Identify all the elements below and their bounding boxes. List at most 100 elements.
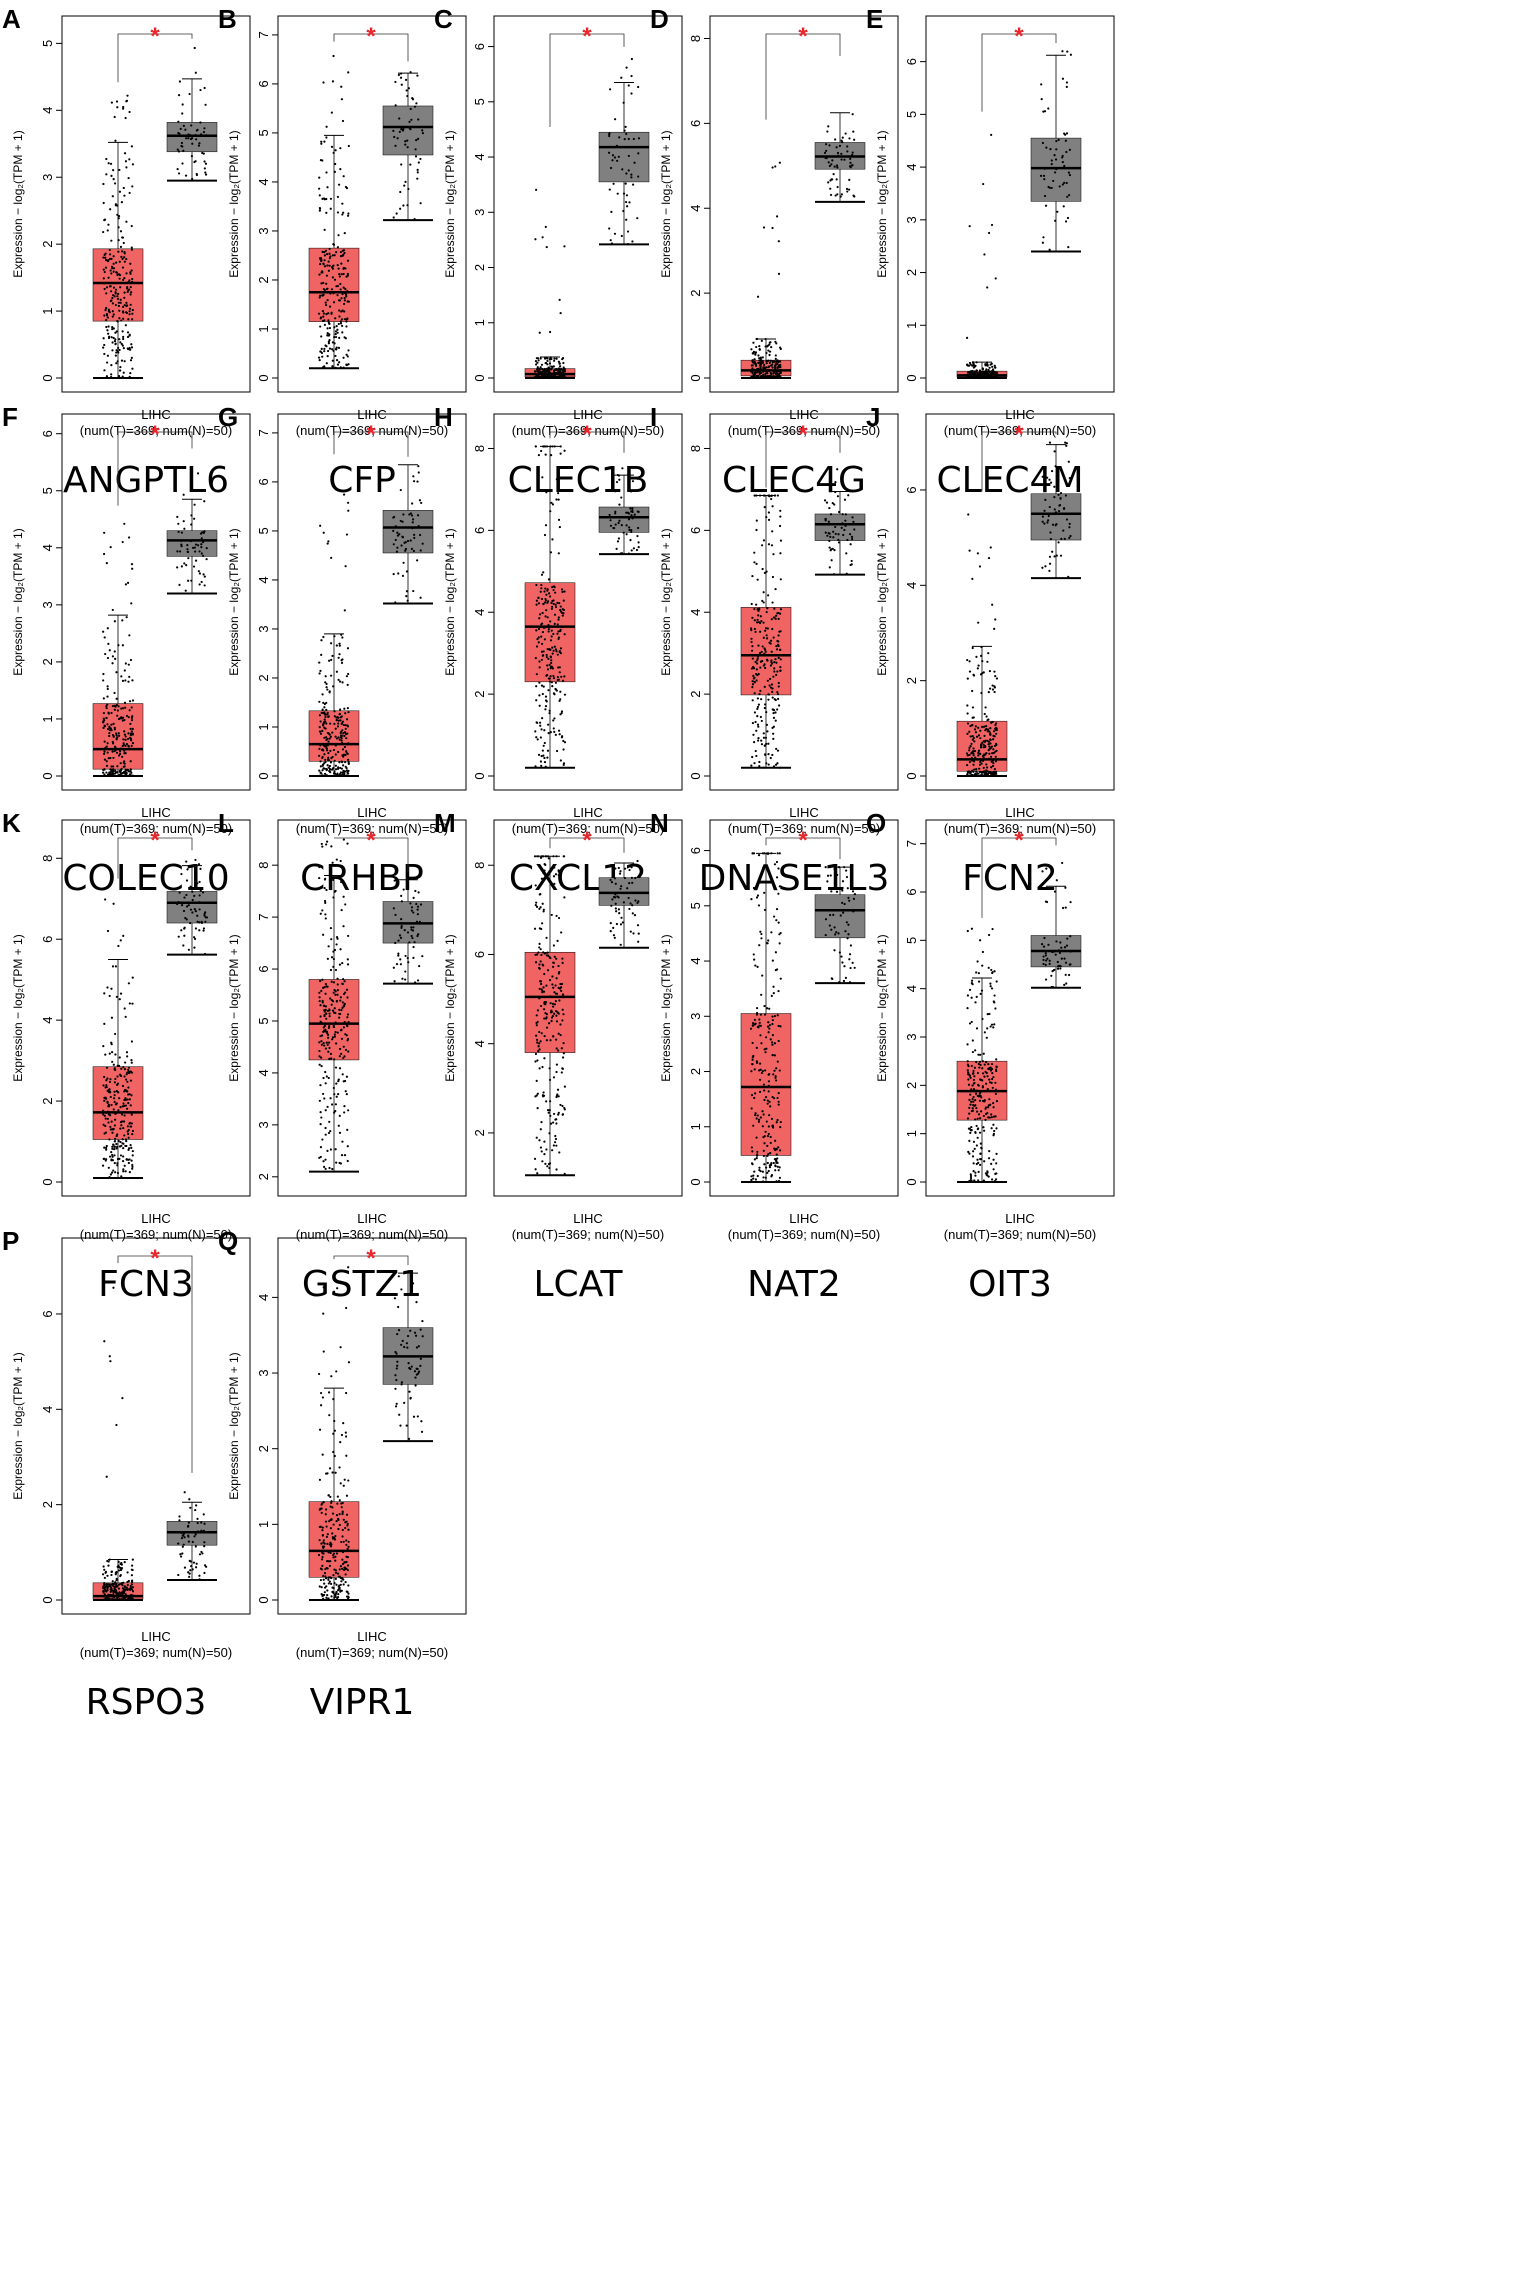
data-point [417,933,420,936]
data-point [750,1093,754,1097]
data-point [762,494,765,497]
data-point [545,700,548,703]
data-point [554,999,557,1003]
data-point [547,366,550,369]
data-point [107,712,110,715]
data-point [836,909,839,912]
data-point [767,543,771,546]
data-point [555,1070,558,1074]
data-point [326,186,329,189]
data-point [129,1144,132,1147]
data-point [835,931,838,934]
data-point [749,1027,753,1030]
data-point [344,903,347,906]
data-point [123,291,126,294]
data-point [131,1132,134,1136]
data-point [547,723,550,726]
data-point [177,93,181,97]
data-point [337,1092,340,1096]
data-point [990,223,994,227]
data-point [543,1034,546,1038]
data-point [1062,507,1066,511]
data-point [561,374,564,378]
data-point [392,966,395,969]
data-point [609,519,612,522]
data-point [543,1001,546,1004]
data-point [557,498,560,501]
data-point [129,738,133,741]
data-point [540,650,544,653]
data-point [541,1095,545,1098]
data-point [324,681,327,684]
data-point [105,157,108,161]
jitter-points [392,879,424,984]
y-tick-label: 7 [256,429,271,436]
data-point [545,1100,548,1103]
data-point [977,726,980,729]
data-point [775,648,779,651]
data-point [550,661,553,664]
data-point [844,519,847,522]
data-point [180,531,183,534]
data-point [413,941,416,944]
data-point [195,172,198,176]
data-point [848,981,852,984]
data-point [187,948,190,951]
data-point [336,363,340,366]
data-point [751,352,755,355]
data-point [753,1170,756,1173]
data-point [615,144,619,148]
data-point [186,548,189,551]
data-point [342,1026,346,1029]
tumor-box-group [92,94,144,379]
data-point [102,268,105,271]
data-point [103,1075,106,1079]
data-point [622,192,626,195]
data-point [834,933,837,936]
data-point [754,1112,757,1115]
data-point [334,149,337,152]
data-point [775,1153,778,1156]
data-point [325,211,328,214]
data-point [128,1098,131,1101]
data-point [321,755,324,759]
data-point [758,1021,761,1024]
data-point [328,733,331,736]
data-point [542,908,545,911]
data-point [116,765,119,768]
data-point [560,989,563,993]
data-point [340,1028,343,1031]
data-point [988,733,992,736]
data-point [130,563,134,566]
data-point [975,361,978,364]
data-point [106,229,109,232]
data-point [538,331,541,334]
data-point [534,363,538,366]
data-point [535,1014,538,1017]
data-point [973,774,976,777]
data-point [114,1053,117,1056]
gene-name: DNASE1L3 [699,858,890,899]
data-point [420,501,423,505]
data-point [756,371,759,374]
data-point [1048,555,1052,558]
data-point [774,719,777,722]
data-point [337,716,340,719]
data-point [628,882,631,885]
data-point [121,305,125,308]
data-point [555,371,558,375]
data-point [825,157,828,160]
data-point [838,951,841,954]
data-point [200,546,203,549]
data-point [338,653,341,656]
data-point [1048,569,1051,572]
data-point [129,285,132,289]
data-point [546,1165,549,1168]
data-point [833,868,836,871]
data-point [122,105,125,109]
data-point [631,881,634,884]
data-point [324,913,327,916]
data-point [106,354,110,357]
data-point [131,727,134,730]
data-point [990,369,994,373]
